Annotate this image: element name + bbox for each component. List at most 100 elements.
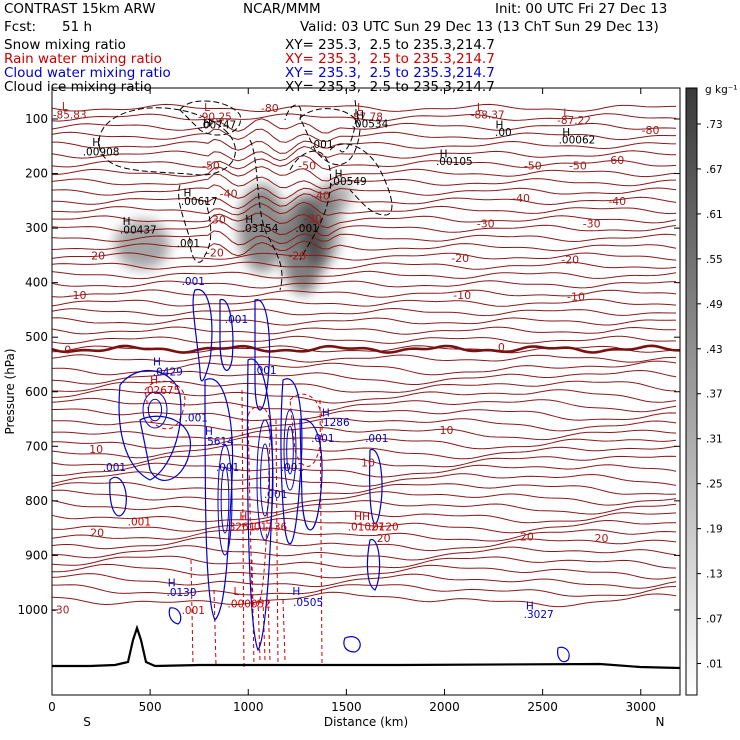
cloud-ice-contours-layer — [98, 99, 393, 291]
temperature-contour — [51, 510, 677, 524]
terrain-layer — [52, 624, 681, 670]
temperature-contour — [51, 397, 677, 413]
temperature-contour-label: -10 — [453, 289, 471, 302]
temperature-contour — [51, 471, 677, 487]
center-title: NCAR/MMM — [243, 1, 321, 17]
temperature-contour — [51, 240, 677, 257]
cloud-ice-contour — [339, 99, 357, 153]
colorbar-level-label: .43 — [706, 344, 723, 356]
rain-contour — [262, 599, 266, 661]
y-tick-label: 700 — [25, 439, 48, 453]
contour-value-label: .001 — [185, 412, 208, 424]
contour-value-label: H — [245, 214, 253, 226]
snow-plume — [320, 178, 353, 212]
contour-value-label: .3261 — [225, 521, 255, 533]
temperature-contour — [51, 193, 677, 210]
temperature-contour — [51, 326, 677, 335]
contour-value-label: H — [356, 110, 364, 122]
temperature-contour — [51, 166, 677, 182]
temperature-contour — [51, 517, 677, 534]
cloud-water-contour — [142, 391, 168, 429]
temperature-contour — [51, 113, 677, 122]
temperature-contour-label: -50 — [298, 159, 316, 172]
x-tick-label: 2500 — [527, 700, 558, 714]
rain-contour — [213, 589, 217, 666]
contour-value-label: .001 — [225, 314, 248, 326]
cloud-ice-contour — [299, 108, 361, 166]
temperature-contour — [51, 103, 676, 112]
temperature-contour — [51, 454, 677, 468]
contour-value-label: .00534 — [352, 118, 389, 130]
temperature-contour-label: -60 — [606, 154, 624, 167]
freezing-level-contour — [51, 344, 680, 354]
temperature-contour — [51, 230, 677, 246]
snow-plume — [238, 184, 286, 273]
temperature-contour — [51, 289, 677, 298]
contour-value-label: .5614 — [204, 436, 234, 448]
temperature-contour-label: -20 — [206, 247, 224, 260]
temperature-contour — [52, 436, 677, 450]
contour-value-label: H — [123, 216, 131, 228]
contour-value-label: .00549 — [330, 176, 367, 188]
temperature-contour-label: -20 — [561, 254, 579, 267]
rain-contours-layer — [144, 380, 323, 671]
cloud-water-contour — [118, 369, 182, 481]
x-axis-title: Distance (km) — [324, 715, 408, 729]
colorbar-level-label: .19 — [706, 524, 723, 536]
temperature-contour — [52, 201, 677, 216]
contour-value-label: .00617 — [181, 196, 218, 208]
x-tick-label: 500 — [139, 700, 162, 714]
cross-section-xy-1: XY= 235.3, 2.5 to 235.3,214.7 — [285, 37, 495, 53]
temperature-contour-label: -10 — [69, 289, 87, 302]
cloud-water-contours-layer — [109, 289, 570, 663]
x-tick-label: 3000 — [625, 700, 656, 714]
colorbar-level-label: .13 — [706, 569, 723, 581]
temperature-contour-label: -30 — [208, 213, 226, 226]
temperature-contour-label: -80 — [642, 124, 660, 137]
temperature-contour-label: -40 — [312, 189, 330, 202]
rain-contour — [257, 599, 261, 661]
x-end-label-south: S — [83, 715, 91, 729]
rain-contour — [289, 393, 323, 467]
cloud-water-contour — [366, 539, 381, 591]
contour-value-label: H — [335, 169, 343, 181]
temperature-contour — [51, 462, 677, 478]
temperature-contour — [51, 184, 677, 199]
temperature-contour-label: 10 — [361, 457, 375, 470]
cloud-water-contour — [283, 409, 297, 491]
temperature-contour — [51, 261, 677, 270]
cloud-water-contour — [246, 358, 274, 652]
contour-value-label: .0429 — [153, 367, 183, 379]
temperature-contour — [51, 220, 677, 237]
temperature-contour — [51, 500, 677, 515]
contour-value-label: H — [153, 357, 161, 369]
contour-value-label: .00105 — [436, 156, 473, 168]
temperature-contour-label: 10 — [89, 443, 103, 456]
temperature-contour — [51, 360, 677, 376]
temperature-contour-label: -20 — [87, 249, 105, 262]
cloud-water-contour — [219, 299, 234, 371]
cloud-water-contour — [204, 378, 234, 622]
contour-value-label: H — [495, 119, 503, 131]
x-tick-label: 1500 — [331, 700, 362, 714]
rain-contour — [267, 599, 271, 661]
y-tick-label: 1000 — [17, 603, 48, 617]
colorbar-level-label: .67 — [706, 164, 723, 176]
contour-value-label: L — [563, 107, 569, 119]
contour-value-label: .1286 — [320, 417, 350, 429]
contour-value-label: -30 — [52, 604, 69, 616]
field-name-cloud-water: Cloud water mixing ratio — [4, 65, 171, 81]
cloud-ice-contour — [289, 150, 332, 261]
x-tick-label: 1000 — [233, 700, 264, 714]
temperature-contour — [52, 138, 677, 154]
terrain-profile — [52, 624, 681, 670]
cloud-ice-contour — [284, 104, 302, 121]
colorbar-level-label: .37 — [706, 389, 723, 401]
colorbar-level-label: .73 — [706, 119, 723, 131]
temperature-contour-label: -10 — [567, 290, 585, 303]
y-tick-label: 200 — [25, 167, 48, 181]
contour-value-label: HH — [354, 511, 370, 523]
contour-value-label: .001 — [253, 365, 276, 377]
y-tick-label: 600 — [25, 385, 48, 399]
